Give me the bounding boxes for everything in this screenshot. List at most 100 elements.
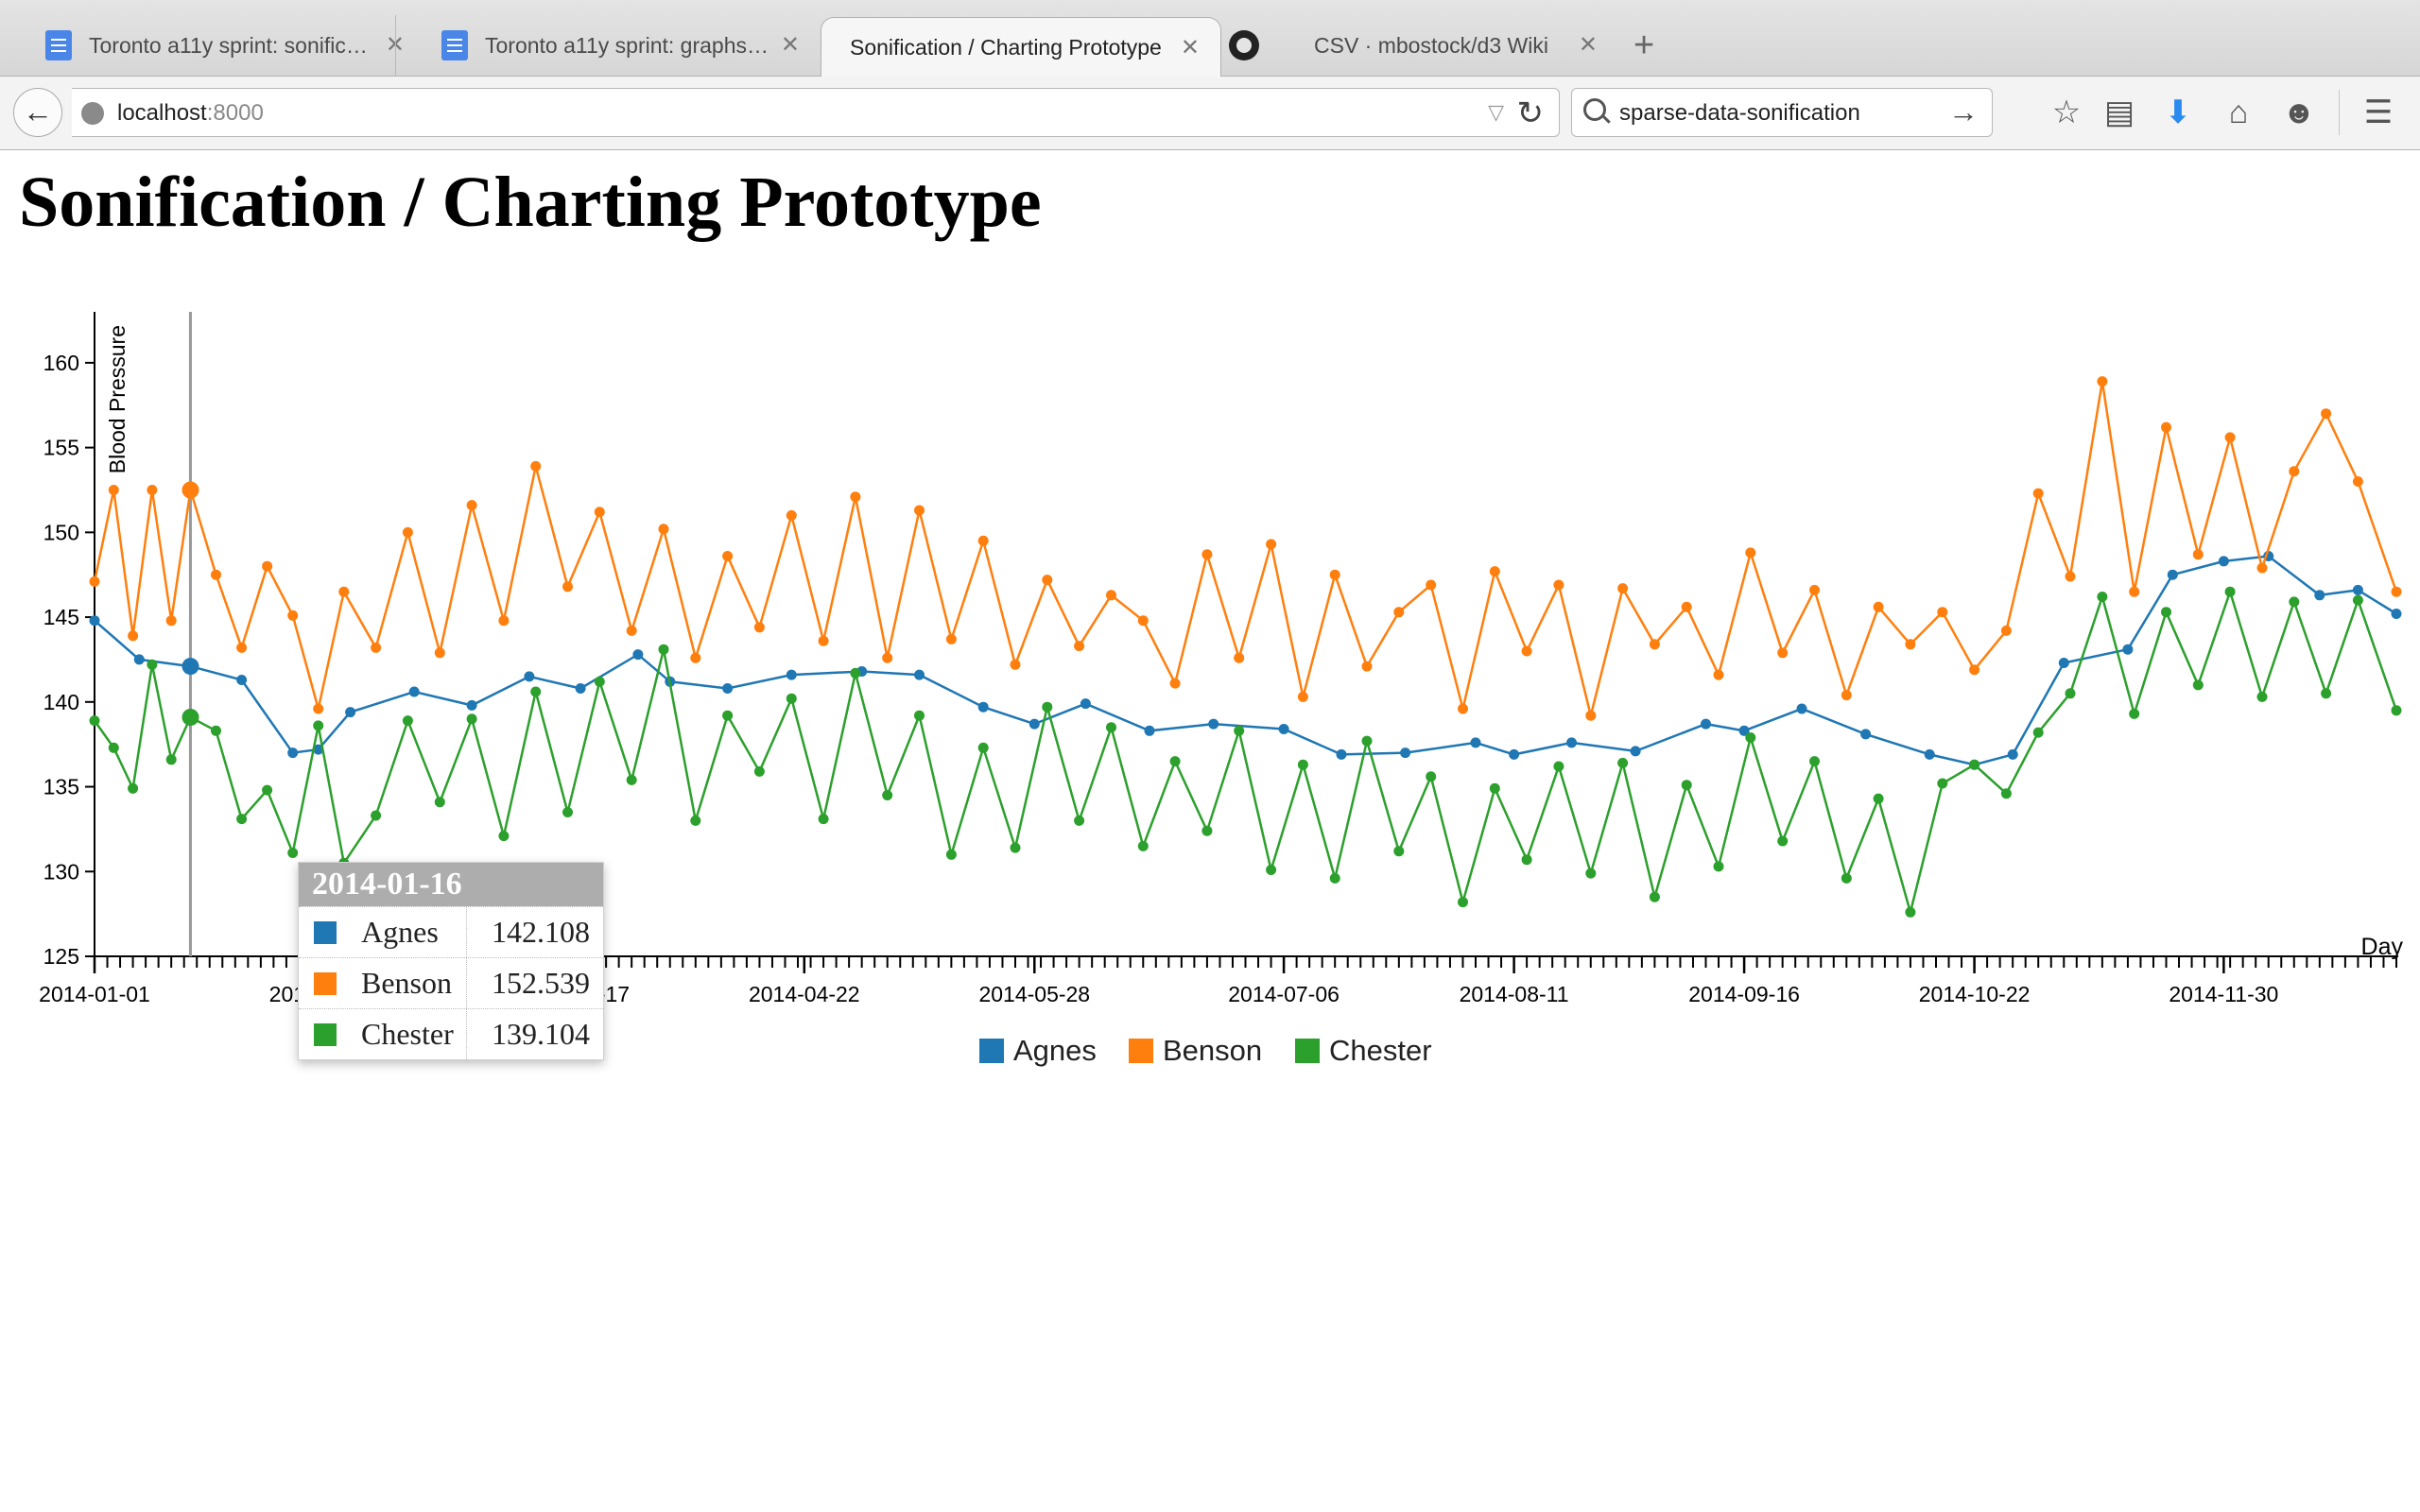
chester-point (165, 754, 177, 765)
benson-point (1905, 639, 1916, 650)
search-go-icon[interactable]: → (1948, 94, 1979, 129)
back-button[interactable]: ← (13, 88, 62, 137)
bookmark-star-icon[interactable]: ☆ (2051, 94, 2082, 130)
close-icon[interactable]: ✕ (1180, 35, 1200, 60)
y-tick-label: 140 (43, 690, 79, 714)
chester-point (2352, 594, 2363, 606)
agnes-point (1566, 737, 1577, 748)
chester-point (562, 807, 573, 817)
benson-point (2000, 625, 2012, 636)
benson-point (1841, 690, 1852, 701)
benson-line (93, 381, 2398, 716)
chester-point (1234, 725, 1245, 736)
tooltip: 2014-01-16 Agnes 142.108 Benson 152.539 … (298, 862, 604, 1060)
url-bar[interactable]: localhost:8000 ▽ ↻ (72, 88, 1560, 137)
chester-point (658, 644, 669, 655)
close-icon[interactable]: ✕ (385, 32, 405, 58)
agnes-point (345, 707, 356, 718)
search-bar[interactable]: sparse-data-sonification → (1571, 88, 1993, 137)
chester-point (1329, 872, 1340, 884)
benson-point (338, 586, 350, 597)
agnes-point (2218, 556, 2229, 567)
chester-point (1297, 759, 1308, 770)
y-tick-label: 160 (43, 351, 79, 375)
download-icon[interactable]: ⬇ (2164, 94, 2192, 130)
globe-icon (81, 102, 104, 125)
chester-point (753, 765, 765, 777)
chester-point (287, 848, 299, 858)
agnes-point (1738, 725, 1750, 736)
benson-point (914, 505, 925, 516)
github-icon (1229, 30, 1259, 60)
tab-charting-prototype[interactable]: Sonification / Charting Prototype ✕ (821, 17, 1221, 77)
chester-point (1777, 835, 1789, 847)
benson-point (1969, 664, 1980, 676)
chester-point (594, 676, 605, 687)
benson-point (108, 485, 119, 495)
chester-point (850, 667, 861, 679)
new-tab-button[interactable]: + (1634, 26, 1655, 65)
chester-point (1809, 756, 1820, 767)
hamburger-menu-icon[interactable]: ☰ (2363, 94, 2394, 130)
chester-point (2000, 788, 2012, 799)
tab-strip: Toronto a11y sprint: sonific… ✕ Toronto … (0, 0, 2420, 77)
chester-point (1585, 868, 1597, 879)
chester-point (182, 709, 199, 726)
agnes-line (94, 555, 2397, 766)
chester-point (2097, 592, 2108, 602)
chester-point (1393, 846, 1405, 857)
close-icon[interactable]: ✕ (780, 32, 800, 58)
reload-icon[interactable]: ↻ (1516, 95, 1545, 131)
benson-point (1458, 703, 1468, 714)
benson-point (1010, 659, 1021, 670)
series-layer (89, 376, 2402, 918)
agnes-swatch (314, 920, 337, 944)
agnes-point (1509, 748, 1520, 760)
search-icon (1583, 98, 1606, 121)
x-tick-label: 2014-07-06 (1228, 982, 1340, 1006)
agnes-point (1860, 729, 1872, 740)
tab-sonification-doc[interactable]: Toronto a11y sprint: sonific… ✕ (0, 15, 425, 76)
home-icon[interactable]: ⌂ (2228, 94, 2249, 130)
agnes-legend-swatch (979, 1039, 1004, 1063)
benson-point (1234, 652, 1245, 663)
chester-point (1266, 865, 1277, 875)
chester-point (722, 710, 734, 721)
chester-point (2321, 688, 2332, 699)
agnes-point (1701, 718, 1711, 730)
reading-list-icon[interactable]: ▤ (2103, 94, 2135, 130)
benson-point (1809, 584, 1820, 595)
benson-point (1585, 710, 1597, 721)
tooltip-date: 2014-01-16 (299, 863, 603, 906)
chester-point (690, 815, 701, 826)
benson-point (1617, 583, 1629, 594)
benson-point (2321, 408, 2332, 420)
tab-graphs-doc[interactable]: Toronto a11y sprint: graphs… ✕ (395, 15, 821, 76)
tab-label: Toronto a11y sprint: sonific… (89, 32, 368, 58)
chester-point (2032, 727, 2044, 738)
chester-point (1681, 780, 1692, 791)
chester-point (434, 797, 445, 808)
benson-point (262, 560, 273, 572)
benson-point (147, 485, 158, 495)
agnes-point (287, 747, 299, 759)
tooltip-row-chester: Chester 139.104 (299, 1008, 603, 1059)
chester-point (211, 725, 221, 736)
benson-point (1137, 615, 1149, 627)
chester-point (1905, 906, 1916, 918)
close-icon[interactable]: ✕ (1578, 32, 1598, 58)
chester-point (1841, 872, 1852, 884)
benson-point (722, 551, 734, 561)
url-history-dropdown-icon[interactable]: ▽ (1488, 100, 1504, 124)
benson-point (2224, 432, 2236, 443)
agnes-point (2058, 658, 2069, 668)
tab-d3-csv-wiki[interactable]: CSV · mbostock/d3 Wiki ✕ (1221, 15, 1618, 76)
chester-point (1361, 735, 1373, 747)
legend-item-benson: Benson (1129, 1034, 1262, 1067)
benson-point (1297, 691, 1308, 702)
tab-label: Sonification / Charting Prototype (850, 35, 1162, 60)
chester-point (1201, 825, 1213, 836)
chat-icon[interactable]: ☻ (2282, 94, 2316, 130)
search-input[interactable]: sparse-data-sonification (1619, 100, 1860, 126)
tooltip-value: 139.104 (492, 1017, 590, 1051)
